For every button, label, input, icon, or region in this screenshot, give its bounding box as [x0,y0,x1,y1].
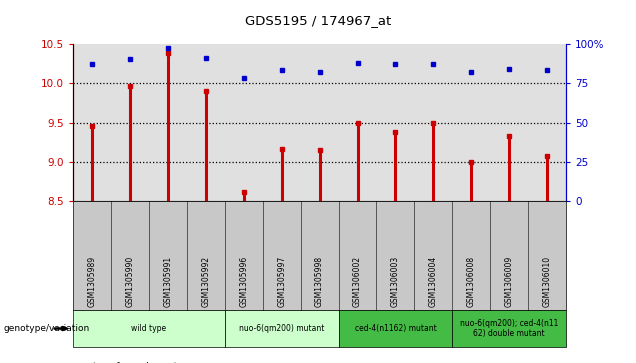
Text: GSM1305996: GSM1305996 [239,256,248,307]
Text: ced-4(n1162) mutant: ced-4(n1162) mutant [354,324,436,333]
Text: GSM1305991: GSM1305991 [163,256,172,307]
Text: GSM1305990: GSM1305990 [125,256,134,307]
Text: nuo-6(qm200) mutant: nuo-6(qm200) mutant [239,324,324,333]
Text: GSM1305998: GSM1305998 [315,256,324,307]
Text: GSM1305992: GSM1305992 [202,256,211,307]
Text: ■: ■ [80,362,89,363]
Text: GDS5195 / 174967_at: GDS5195 / 174967_at [245,15,391,28]
Text: GSM1305997: GSM1305997 [277,256,286,307]
Text: GSM1305989: GSM1305989 [88,256,97,307]
Text: GSM1306010: GSM1306010 [543,256,551,307]
Text: nuo-6(qm200); ced-4(n11
62) double mutant: nuo-6(qm200); ced-4(n11 62) double mutan… [460,319,558,338]
Text: GSM1306003: GSM1306003 [391,256,400,307]
Text: genotype/variation: genotype/variation [3,324,90,333]
Text: GSM1306008: GSM1306008 [467,256,476,307]
Text: GSM1306002: GSM1306002 [353,256,362,307]
Text: GSM1306004: GSM1306004 [429,256,438,307]
Text: wild type: wild type [132,324,167,333]
Text: GSM1306009: GSM1306009 [505,256,514,307]
Text: transformed count: transformed count [93,362,177,363]
